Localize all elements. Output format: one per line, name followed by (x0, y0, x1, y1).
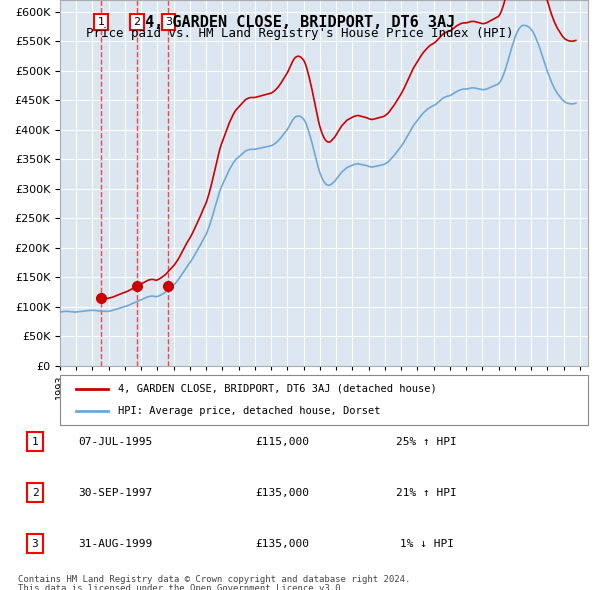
Text: 07-JUL-1995: 07-JUL-1995 (79, 437, 153, 447)
Text: HPI: Average price, detached house, Dorset: HPI: Average price, detached house, Dors… (118, 406, 380, 416)
Text: 1: 1 (97, 17, 104, 27)
Text: 3: 3 (32, 539, 38, 549)
Text: 4, GARDEN CLOSE, BRIDPORT, DT6 3AJ: 4, GARDEN CLOSE, BRIDPORT, DT6 3AJ (145, 15, 455, 30)
Text: 31-AUG-1999: 31-AUG-1999 (79, 539, 153, 549)
Text: 30-SEP-1997: 30-SEP-1997 (79, 488, 153, 497)
Text: 4, GARDEN CLOSE, BRIDPORT, DT6 3AJ (detached house): 4, GARDEN CLOSE, BRIDPORT, DT6 3AJ (deta… (118, 384, 437, 394)
FancyBboxPatch shape (60, 375, 588, 425)
Text: 2: 2 (32, 488, 38, 497)
Text: Price paid vs. HM Land Registry's House Price Index (HPI): Price paid vs. HM Land Registry's House … (86, 27, 514, 40)
Text: 3: 3 (165, 17, 172, 27)
Text: 25% ↑ HPI: 25% ↑ HPI (397, 437, 457, 447)
Text: Contains HM Land Registry data © Crown copyright and database right 2024.: Contains HM Land Registry data © Crown c… (18, 575, 410, 584)
Text: This data is licensed under the Open Government Licence v3.0.: This data is licensed under the Open Gov… (18, 584, 346, 590)
Text: 21% ↑ HPI: 21% ↑ HPI (397, 488, 457, 497)
Text: 1% ↓ HPI: 1% ↓ HPI (400, 539, 454, 549)
Text: 2: 2 (134, 17, 141, 27)
Text: £135,000: £135,000 (256, 488, 310, 497)
Text: 1: 1 (32, 437, 38, 447)
Text: £135,000: £135,000 (256, 539, 310, 549)
Text: £115,000: £115,000 (256, 437, 310, 447)
